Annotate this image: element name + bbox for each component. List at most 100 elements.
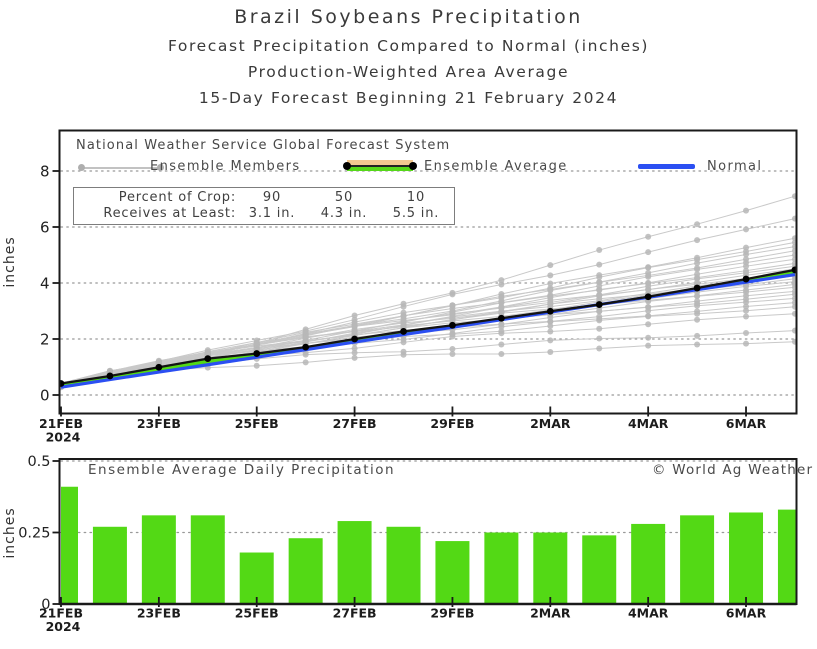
precip-bar [533, 533, 567, 605]
ensemble-member-dot [694, 255, 700, 261]
average-swatch-green-band [347, 166, 413, 171]
precip-bar [484, 533, 518, 605]
ensemble-member-dot [743, 226, 749, 232]
ensemble-member-dot [449, 303, 455, 309]
ensemble-member-dot [401, 336, 407, 342]
precip-bar [778, 510, 812, 604]
normal-swatch-icon [638, 164, 695, 169]
precip-bar [44, 487, 78, 604]
legend-label-members: Ensemble Members [150, 159, 301, 174]
ensemble-member-dot [303, 326, 309, 332]
bottom-panel-caption: Ensemble Average Daily Precipitation [88, 462, 395, 478]
x-tick-label: 29FEB [430, 416, 474, 431]
ensemble-member-dot [401, 301, 407, 307]
x-tick-label: 23FEB [137, 416, 181, 431]
y-tick-label: 0.5 [27, 454, 50, 470]
y-tick-label: 8 [40, 163, 50, 181]
y-tick-label: 0.25 [18, 526, 50, 542]
ensemble-member-dot [254, 341, 260, 347]
stats-row1-value: 50 [308, 190, 380, 206]
x-tick-label: 25FEB [235, 606, 279, 621]
stats-row2-value: 5.5 in. [380, 206, 452, 222]
bars [44, 487, 812, 604]
ensemble-member-dot [743, 330, 749, 336]
ensemble-average-dot [107, 373, 114, 380]
year-label: 2024 [46, 619, 81, 634]
ensemble-average-dot [596, 301, 603, 308]
precip-bar [582, 535, 616, 604]
ensemble-member-dot [547, 337, 553, 343]
ensemble-member-dot [645, 234, 651, 240]
normal-line [61, 275, 795, 388]
ensemble-member-dot [498, 341, 504, 347]
ensemble-member-dot [645, 343, 651, 349]
stats-row2-label: Receives at Least: [74, 206, 236, 222]
precip-bar [93, 527, 127, 604]
precip-bar [142, 515, 176, 604]
daily-bar-chart: 00.250.521FEB23FEB25FEB27FEB29FEB2MAR4MA… [2, 454, 812, 634]
ensemble-member-dot [645, 304, 651, 310]
x-tick-label: 23FEB [137, 606, 181, 621]
ensemble-member-dot [254, 363, 260, 369]
x-tick-label: 29FEB [430, 606, 474, 621]
ensemble-member-dot [645, 264, 651, 270]
ensemble-average-dot [302, 344, 309, 351]
x-tick-label: 27FEB [333, 416, 377, 431]
ensemble-member-dot [498, 291, 504, 297]
stats-row-percent: Percent of Crop: 90 50 10 [74, 190, 454, 206]
precip-bar [729, 512, 763, 604]
ensemble-member-dot [352, 313, 358, 319]
ensemble-member-dot [449, 308, 455, 314]
x-tick-label: 25FEB [235, 416, 279, 431]
ensemble-member-dot [352, 355, 358, 361]
ensemble-member-line [61, 219, 795, 384]
ensemble-member-dot [743, 245, 749, 251]
stats-row1-value: 90 [236, 190, 308, 206]
stats-row1-value: 10 [380, 190, 452, 206]
ensemble-average-dot [743, 276, 750, 283]
ensemble-member-dot [352, 345, 358, 351]
y-tick-label: 2 [40, 331, 50, 349]
y-tick-label: 6 [40, 219, 50, 237]
precip-bar [680, 515, 714, 604]
legend-label-normal: Normal [707, 159, 762, 174]
average-swatch-dot [343, 162, 351, 170]
year-label: 2024 [46, 430, 81, 445]
precip-bar [191, 515, 225, 604]
ensemble-member-dot [449, 290, 455, 296]
ensemble-member-dot [694, 308, 700, 314]
ensemble-member-dot [645, 249, 651, 255]
crop-percent-stats-box: Percent of Crop: 90 50 10 Receives at Le… [73, 187, 455, 225]
ensemble-member-dot [547, 349, 553, 355]
ensemble-member-dot [645, 321, 651, 327]
ensemble-member-dot [547, 280, 553, 286]
ensemble-member-dot [156, 358, 162, 364]
average-swatch-dot [409, 162, 417, 170]
ensemble-member-dot [743, 341, 749, 347]
ensemble-member-dot [401, 349, 407, 355]
average-swatch-line [347, 165, 413, 167]
legend-label-average: Ensemble Average [424, 159, 568, 174]
y-axis-title-inches: inches [2, 507, 18, 558]
ensemble-average-dot [694, 285, 701, 292]
ensemble-member-dot [303, 359, 309, 365]
precip-bar [289, 538, 323, 604]
ensemble-member-dot [205, 347, 211, 353]
main-series [58, 266, 799, 387]
ensemble-average-dot [204, 355, 211, 362]
ensemble-member-dot [645, 313, 651, 319]
ensemble-member-dot [449, 346, 455, 352]
ensemble-member-dot [743, 208, 749, 214]
precip-bar [240, 553, 274, 604]
x-tick-label: 4MAR [628, 416, 669, 431]
ensemble-member-dot [694, 237, 700, 243]
stats-row-receives: Receives at Least: 3.1 in. 4.3 in. 5.5 i… [74, 206, 454, 222]
ensemble-member-dot [645, 270, 651, 276]
ensemble-average-dot [155, 364, 162, 371]
ensemble-member-dot [596, 247, 602, 253]
x-tick-label: 6MAR [726, 606, 767, 621]
x-tick-label: 2MAR [530, 606, 571, 621]
ensemble-average-dot [253, 350, 260, 357]
ensemble-member-dot [498, 277, 504, 283]
x-tick-label: 27FEB [333, 606, 377, 621]
